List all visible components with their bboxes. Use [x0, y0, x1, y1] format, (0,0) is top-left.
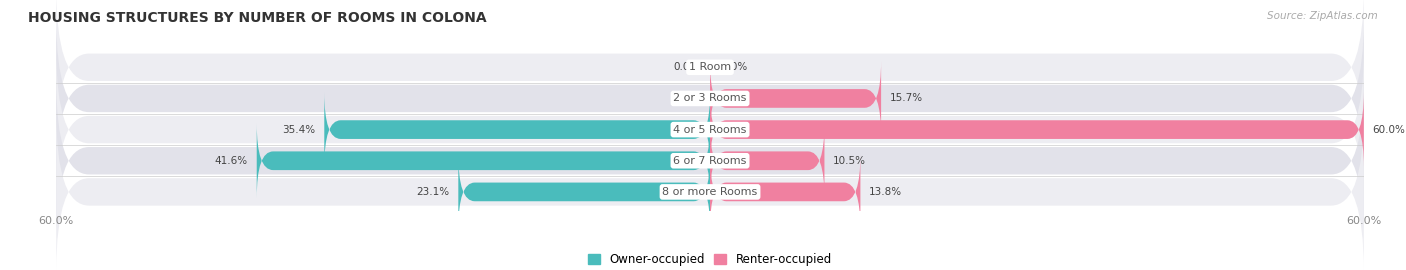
Text: 13.8%: 13.8%: [869, 187, 903, 197]
Text: Source: ZipAtlas.com: Source: ZipAtlas.com: [1267, 11, 1378, 21]
Text: 35.4%: 35.4%: [283, 124, 315, 135]
FancyBboxPatch shape: [710, 123, 824, 198]
FancyBboxPatch shape: [56, 19, 1364, 178]
Text: 15.7%: 15.7%: [890, 93, 922, 103]
FancyBboxPatch shape: [458, 154, 710, 229]
FancyBboxPatch shape: [56, 81, 1364, 241]
FancyBboxPatch shape: [56, 50, 1364, 209]
FancyBboxPatch shape: [325, 92, 710, 167]
Text: 1 Room: 1 Room: [689, 62, 731, 72]
FancyBboxPatch shape: [710, 92, 1364, 167]
FancyBboxPatch shape: [710, 154, 860, 229]
Legend: Owner-occupied, Renter-occupied: Owner-occupied, Renter-occupied: [588, 253, 832, 266]
Text: 0.0%: 0.0%: [721, 62, 747, 72]
Text: 0.0%: 0.0%: [673, 93, 699, 103]
FancyBboxPatch shape: [257, 123, 710, 198]
FancyBboxPatch shape: [710, 61, 882, 136]
FancyBboxPatch shape: [56, 112, 1364, 270]
Text: HOUSING STRUCTURES BY NUMBER OF ROOMS IN COLONA: HOUSING STRUCTURES BY NUMBER OF ROOMS IN…: [28, 11, 486, 25]
Text: 4 or 5 Rooms: 4 or 5 Rooms: [673, 124, 747, 135]
Text: 60.0%: 60.0%: [1372, 124, 1406, 135]
FancyBboxPatch shape: [56, 0, 1364, 147]
Text: 41.6%: 41.6%: [215, 156, 247, 166]
Text: 8 or more Rooms: 8 or more Rooms: [662, 187, 758, 197]
Text: 10.5%: 10.5%: [834, 156, 866, 166]
Text: 2 or 3 Rooms: 2 or 3 Rooms: [673, 93, 747, 103]
Text: 23.1%: 23.1%: [416, 187, 450, 197]
Text: 6 or 7 Rooms: 6 or 7 Rooms: [673, 156, 747, 166]
Text: 0.0%: 0.0%: [673, 62, 699, 72]
